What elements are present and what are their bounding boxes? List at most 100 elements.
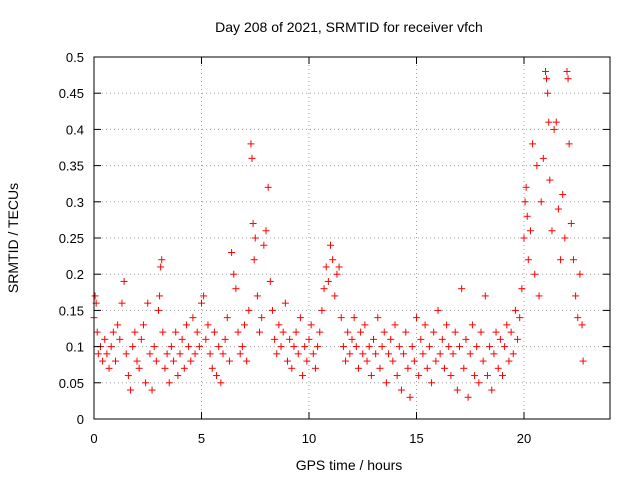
data-point: [531, 270, 539, 278]
y-tick-label: 0.1: [66, 340, 84, 355]
data-point: [337, 314, 345, 322]
data-point: [458, 285, 466, 293]
data-point: [348, 335, 356, 343]
data-point: [122, 350, 130, 358]
data-point: [564, 75, 572, 83]
data-point: [245, 306, 253, 314]
data-point: [521, 198, 529, 206]
data-point: [316, 328, 324, 336]
data-point: [305, 335, 313, 343]
data-point: [286, 335, 294, 343]
data-point: [535, 292, 543, 300]
data-point: [320, 285, 328, 293]
data-point: [579, 357, 587, 365]
data-point: [344, 328, 352, 336]
data-point: [225, 357, 233, 365]
data-point: [395, 343, 403, 351]
data-point: [238, 343, 246, 351]
data-point: [524, 256, 532, 264]
data-point: [118, 299, 126, 307]
data-point: [423, 364, 431, 372]
data-point: [507, 328, 515, 336]
data-point: [380, 328, 388, 336]
data-point: [309, 350, 317, 358]
y-tick-label: 0.35: [59, 159, 84, 174]
data-point: [572, 292, 580, 300]
data-point: [352, 343, 360, 351]
data-point: [185, 343, 193, 351]
data-point: [105, 364, 113, 372]
data-point: [284, 357, 291, 365]
x-tick-label: 20: [517, 431, 531, 446]
data-point: [518, 285, 526, 293]
data-point: [434, 306, 442, 314]
data-point: [329, 256, 337, 264]
data-point: [449, 350, 457, 358]
data-point: [552, 118, 560, 126]
data-point: [187, 357, 195, 365]
data-point: [378, 343, 386, 351]
data-point: [335, 263, 343, 271]
data-point: [112, 357, 119, 365]
data-point: [372, 350, 380, 358]
data-point: [124, 372, 132, 380]
data-point: [236, 350, 244, 358]
data-point: [195, 343, 203, 351]
data-point: [468, 321, 476, 329]
data-point: [290, 343, 298, 351]
data-point: [200, 292, 208, 300]
data-point: [243, 357, 251, 365]
data-point: [430, 328, 438, 336]
data-point: [544, 89, 552, 97]
data-point: [206, 350, 214, 358]
data-point: [264, 183, 272, 191]
data-point: [569, 256, 577, 264]
data-point: [451, 328, 459, 336]
data-point: [389, 357, 397, 365]
y-tick-label: 0.2: [66, 267, 84, 282]
data-point: [150, 343, 158, 351]
data-point: [318, 306, 326, 314]
data-point: [262, 227, 270, 235]
data-point: [543, 75, 551, 83]
data-point: [545, 118, 553, 126]
data-point: [488, 386, 496, 394]
data-point: [509, 350, 517, 358]
data-point: [567, 220, 575, 228]
data-point: [127, 386, 135, 394]
data-point: [505, 357, 513, 365]
data-point: [370, 335, 377, 343]
data-point: [157, 263, 165, 271]
data-point: [301, 343, 309, 351]
data-point: [529, 140, 537, 148]
data-point: [447, 372, 455, 380]
data-point: [228, 248, 236, 256]
data-point: [217, 379, 225, 387]
data-point: [382, 379, 390, 387]
data-point: [561, 234, 569, 242]
data-point: [374, 314, 382, 322]
data-points: [90, 67, 587, 401]
data-point: [172, 328, 180, 336]
data-point: [275, 321, 283, 329]
data-point: [436, 350, 444, 358]
data-point: [428, 379, 436, 387]
data-point: [189, 314, 197, 322]
data-point: [158, 256, 166, 264]
data-point: [511, 306, 519, 314]
data-point: [176, 350, 184, 358]
data-point: [198, 299, 205, 307]
data-point: [546, 176, 554, 184]
data-point: [249, 220, 257, 228]
data-point: [408, 343, 416, 351]
x-tick-label: 5: [198, 431, 205, 446]
data-point: [526, 227, 534, 235]
data-point: [129, 343, 137, 351]
data-point: [565, 140, 573, 148]
data-point: [490, 350, 498, 358]
data-point: [324, 277, 332, 285]
data-point: [258, 314, 266, 322]
data-point: [415, 372, 423, 380]
chart-title: Day 208 of 2021, SRMTID for receiver vfc…: [215, 19, 483, 35]
data-point: [299, 372, 307, 380]
